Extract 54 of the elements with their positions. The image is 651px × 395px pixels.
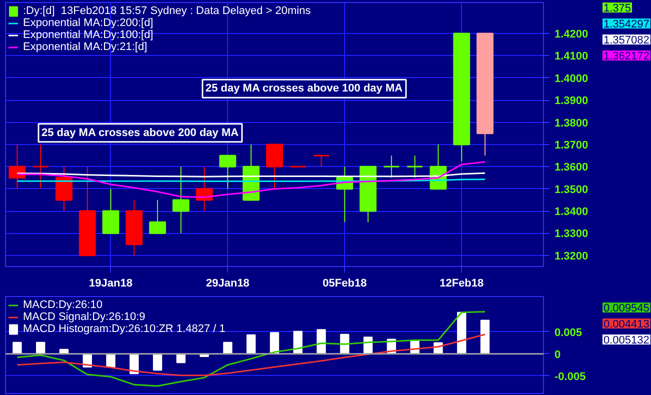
candlestick: [102, 188, 120, 234]
candlestick: [219, 154, 236, 190]
text: 1.362172: [604, 50, 650, 62]
x-tick-label: 19Jan18: [89, 278, 132, 290]
y-tick-label: 1.3200: [554, 250, 588, 262]
x-tick-label: 05Feb18: [322, 278, 367, 290]
text: 0.009545: [604, 302, 650, 314]
y-tick-label: 1.3700: [554, 139, 588, 152]
text: 0.004413: [604, 318, 650, 330]
bar: [12, 342, 22, 354]
y-tick-label: 1.3600: [554, 162, 588, 174]
legend-label: :Dy:[d] 13Feb2018 15:57 Sydney : Data Delayed > 20mins: [23, 5, 311, 17]
y-tick-label: -0.005: [554, 370, 586, 383]
candlestick: [149, 199, 166, 234]
bar: [480, 320, 490, 354]
y-tick-label: 1.3800: [554, 117, 588, 130]
bar: [246, 334, 256, 354]
candlestick: [56, 166, 72, 212]
legend-label: Exponential MA:Dy:200:[d]: [23, 17, 154, 29]
text: 1.354297: [604, 18, 650, 30]
candlestick: [312, 154, 330, 168]
candlestick: [382, 155, 400, 178]
text: 1.375: [604, 2, 632, 14]
y-tick-label: 1.3500: [554, 184, 588, 196]
bar: [223, 342, 232, 354]
y-tick-label: 1.3400: [554, 206, 588, 218]
y-tick-label: 0: [554, 348, 561, 361]
candlestick: [266, 144, 283, 190]
candlestick: [172, 166, 190, 234]
y-tick-label: 0.005: [554, 326, 582, 339]
y-tick-label: 1.4100: [554, 50, 588, 63]
x-tick-label: 12Feb18: [440, 278, 484, 290]
line-series: [16, 310, 486, 387]
legend-label: Exponential MA:Dy:21:[d]: [23, 41, 148, 53]
legend-label: MACD:Dy:26:10: [23, 299, 102, 311]
legend-label: MACD Histogram:Dy:26:10:ZR 1.4827 / 1: [23, 323, 226, 335]
x-tick-label: 29Jan18: [206, 278, 250, 290]
legend-label: Exponential MA:Dy:100:[d]: [23, 29, 154, 41]
text: 0.005132: [604, 334, 650, 346]
text: 1.357082: [604, 34, 650, 46]
y-tick-label: 1.4200: [554, 28, 588, 41]
legend-label: MACD Signal:Dy:26:10:9: [23, 311, 146, 323]
y-tick-label: 1.3900: [554, 95, 588, 108]
candlestick: [8, 144, 26, 190]
y-tick-label: 1.3300: [554, 228, 588, 240]
line-series: [16, 334, 486, 376]
annotation: 25 day MA crosses above 200 day MA: [42, 126, 239, 139]
annotation: 25 day MA crosses above 100 day MA: [206, 82, 403, 95]
bar: [316, 329, 326, 354]
bar: [106, 353, 116, 368]
bar: [152, 353, 162, 371]
candlestick: [406, 155, 424, 178]
y-tick-label: 1.4000: [554, 72, 588, 85]
candlestick: [32, 144, 50, 190]
